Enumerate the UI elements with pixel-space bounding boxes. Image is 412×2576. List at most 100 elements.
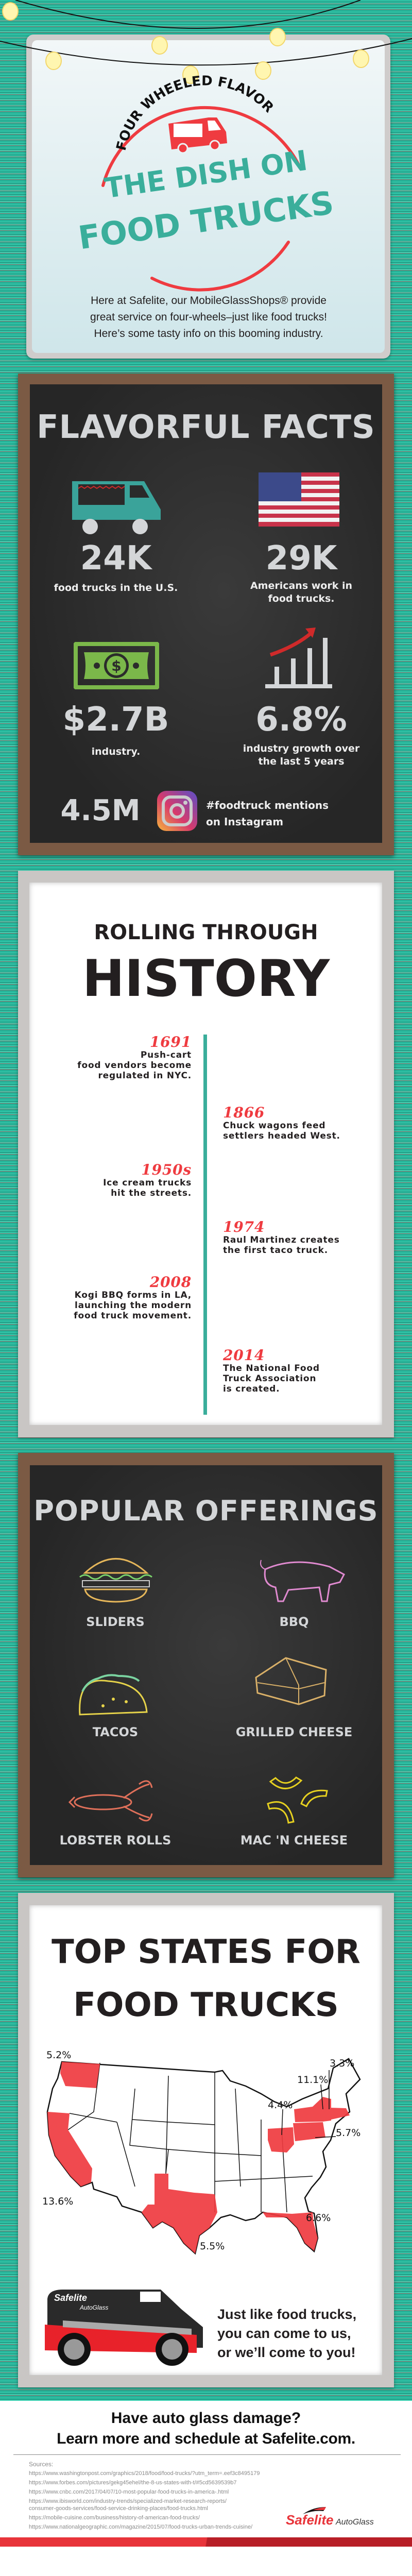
timeline-line (203, 1035, 207, 1415)
fact-caption: Americans work in food trucks. (216, 580, 386, 605)
food-truck-icon (72, 481, 161, 534)
intro-line: Here at Safelite, our MobileGlassShops® … (91, 295, 327, 307)
event-text: settlers headed West. (223, 1131, 340, 1141)
macaroni-icon (267, 1776, 328, 1824)
event-text: launching the modern (75, 1300, 192, 1311)
event-text: Chuck wagons feed (223, 1121, 326, 1131)
fact-value: 29K (265, 539, 337, 578)
timeline-event: 2014 The National Food Truck Association is… (223, 1347, 377, 1395)
fact-caption: food trucks in the U.S. (54, 582, 178, 594)
cta-line1: Have auto glass damage? (111, 2410, 301, 2427)
fact-value: 6.8% (255, 701, 347, 739)
source-link[interactable]: https://www.ibisworld.com/industry-trend… (29, 2498, 227, 2504)
offerings-title: POPULAR OFFERINGS (33, 1495, 379, 1527)
caption-line: #foodtruck mentions (206, 799, 329, 811)
event-year: 2014 (223, 1347, 265, 1364)
fact-value: 24K (80, 539, 152, 578)
event-text: Raul Martinez creates (223, 1235, 340, 1245)
timeline-event: 1866 Chuck wagons feed settlers headed Wes… (223, 1104, 377, 1142)
offering-label: SLIDERS (86, 1615, 145, 1629)
fact-value: $2.7B (62, 701, 169, 739)
fact-caption: industry. (91, 746, 141, 757)
highlighted-states (47, 2062, 350, 2253)
facts-title: FLAVORFUL FACTS (37, 408, 375, 446)
state-share-fl: 6.6% (306, 2212, 331, 2224)
source-link[interactable]: https://www.forbes.com/pictures/gekg45eh… (29, 2480, 237, 2486)
van-brand: Safelite (54, 2293, 88, 2303)
state-share-ca: 13.6% (42, 2196, 74, 2207)
burger-icon (79, 1558, 152, 1603)
us-map (46, 2058, 361, 2255)
string-lights (0, 0, 412, 84)
event-text: The National Food (223, 1363, 320, 1374)
event-text: is created. (223, 1384, 280, 1394)
food-truck-icon (168, 117, 227, 154)
states-title-line1: TOP STATES FOR (52, 1933, 360, 1971)
source-link[interactable]: https://www.cnbc.com/2017/04/07/10-most-… (29, 2489, 229, 2495)
logo-sub: AutoGlass (335, 2518, 374, 2527)
sandwich-icon (255, 1657, 327, 1705)
safelite-swoosh-icon (303, 2507, 326, 2514)
source-link[interactable]: https://mobile-cuisine.com/business/hist… (29, 2515, 200, 2521)
source-link[interactable]: consumer-goods-services/food-service-dri… (29, 2505, 208, 2512)
instagram-caption: #foodtruck mentions on Instagram (206, 797, 360, 830)
safelite-van-illustration (45, 2290, 203, 2366)
taco-icon (79, 1674, 148, 1716)
footer-divider (13, 2454, 401, 2455)
lobster-icon (68, 1780, 153, 1822)
offering-label: LOBSTER ROLLS (59, 1833, 171, 1848)
event-text: Push-cart (140, 1050, 192, 1060)
caption-line: Americans work in (250, 580, 353, 591)
growth-chart-icon (265, 628, 332, 688)
offerings-chalk-surface (30, 1465, 382, 1865)
footer-red-bar (0, 2537, 412, 2547)
offering-label: MAC 'N CHEESE (240, 1833, 348, 1848)
caption-line: food trucks. (268, 593, 335, 604)
svg-text:$: $ (111, 657, 121, 674)
event-text: Truck Association (223, 1374, 317, 1384)
event-text: food truck movement. (74, 1311, 192, 1321)
state-share-ny: 11.1% (297, 2074, 329, 2086)
hero-intro: Here at Safelite, our MobileGlassShops® … (46, 293, 371, 342)
event-year: 1866 (223, 1104, 265, 1121)
dollar-bill-icon: $ (74, 642, 159, 689)
state-share-pa: 5.7% (336, 2127, 361, 2139)
caption-line: the last 5 years (258, 756, 345, 767)
timeline-event: 1950s Ice cream trucks hit the streets. (31, 1161, 192, 1199)
instagram-icon (157, 791, 197, 831)
history-title-line1: ROLLING THROUGH (94, 921, 318, 944)
event-text: hit the streets. (111, 1188, 192, 1198)
event-text: the first taco truck. (223, 1245, 328, 1256)
timeline-event: 1974 Raul Martinez creates the first taco … (223, 1219, 377, 1256)
offering-label: BBQ (279, 1615, 309, 1629)
facts-chalk-surface (30, 384, 382, 843)
caption-line: industry growth over (243, 743, 360, 754)
history-title-line2: HISTORY (82, 950, 330, 1008)
state-share-wa: 5.2% (46, 2049, 72, 2061)
tagline-line: you can come to us, (217, 2326, 351, 2341)
tagline-line: Just like food trucks, (217, 2307, 357, 2322)
timeline-event: 2008 Kogi BBQ forms in LA, launching the m… (31, 1275, 192, 1321)
offering-label: TACOS (92, 1725, 139, 1739)
event-year: 1974 (223, 1218, 265, 1235)
hero-panel-inner (32, 40, 385, 353)
intro-line: great service on four-wheels–just like f… (90, 311, 327, 323)
cta-line2[interactable]: Learn more and schedule at Safelite.com. (57, 2430, 355, 2447)
state-share-tx: 5.5% (200, 2241, 225, 2252)
event-year: 1950s (141, 1161, 192, 1178)
states-tagline: Just like food trucks, you can come to u… (217, 2305, 356, 2362)
states-title-line2: FOOD TRUCKS (73, 1986, 339, 2024)
event-text: Ice cream trucks (103, 1178, 192, 1188)
sources-label: Sources: (29, 2461, 54, 2468)
source-link[interactable]: https://www.nationalgeographic.com/magaz… (29, 2524, 253, 2530)
tagline-line: or we’ll come to you! (217, 2345, 356, 2360)
caption-line: on Instagram (206, 816, 284, 828)
source-link[interactable]: https://www.washingtonpost.com/graphics/… (29, 2470, 260, 2477)
event-text: food vendors become (77, 1060, 192, 1071)
van-sub: AutoGlass (80, 2304, 109, 2311)
us-flag-icon (259, 472, 339, 527)
timeline-event: 1691 Push-cart food vendors become regulate… (31, 1035, 192, 1081)
logo-brand: Safelite (286, 2512, 334, 2528)
fact-caption: industry growth over the last 5 years (216, 742, 386, 768)
instagram-value: 4.5M (60, 794, 141, 827)
